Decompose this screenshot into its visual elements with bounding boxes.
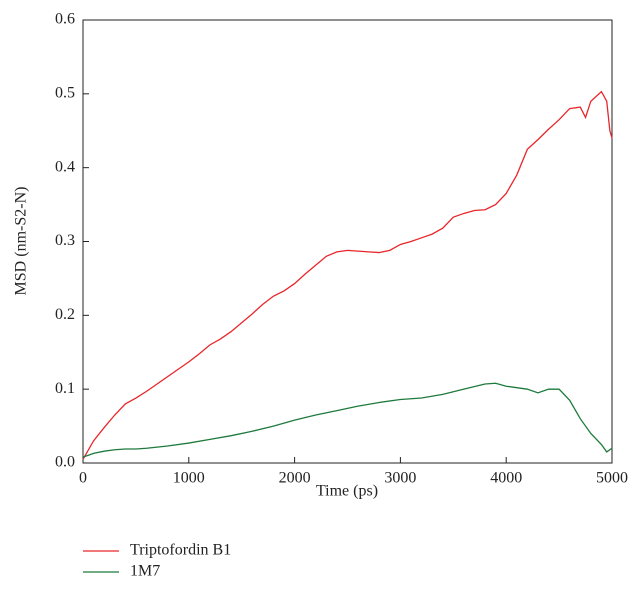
series-line <box>82 90 613 460</box>
y-axis-label: MSD (nm-S2-N) <box>13 187 30 296</box>
y-tick-label: 0.2 <box>55 306 75 323</box>
y-tick-label: 0.5 <box>55 85 75 102</box>
y-tick-label: 0.1 <box>55 380 75 397</box>
x-axis-label: Time (ps) <box>316 483 378 500</box>
y-tick-label: 0.0 <box>55 454 75 471</box>
plot-frame <box>82 19 613 464</box>
x-tick-label: 5000 <box>596 470 628 487</box>
x-tick-label: 1000 <box>173 470 205 487</box>
legend-label: Triptofordin B1 <box>130 542 231 559</box>
x-tick-label: 2000 <box>279 470 311 487</box>
series-line <box>82 382 613 458</box>
y-tick-label: 0.4 <box>55 158 75 175</box>
y-tick-label: 0.6 <box>55 11 75 28</box>
y-tick-label: 0.3 <box>55 232 75 249</box>
x-tick-label: 3000 <box>384 470 416 487</box>
legend-label: 1M7 <box>130 563 160 580</box>
x-tick-label: 0 <box>79 470 87 487</box>
x-tick-label: 4000 <box>490 470 522 487</box>
